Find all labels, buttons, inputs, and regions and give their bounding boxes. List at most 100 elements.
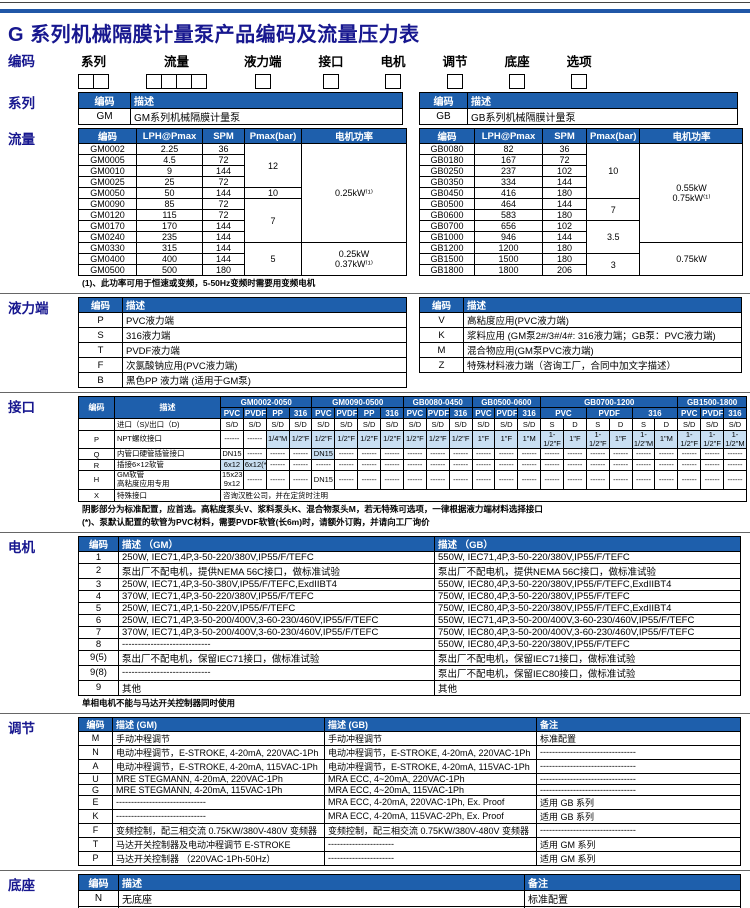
table-cell: 180 [202, 264, 245, 276]
power-cell: 0.25kW 0.37kW⁽¹⁾ [301, 242, 407, 276]
value-cell: ------ [677, 459, 702, 472]
pmax-cell: 12 [244, 143, 302, 188]
header-cell: 描述 （GM） [118, 535, 435, 552]
value-cell: ------ [494, 448, 519, 461]
table-cell: 102 [542, 165, 587, 177]
value-cell: 1/2"F [357, 429, 382, 450]
table-row: GM0240 235 144 [78, 231, 407, 243]
table-head: 编码 描述 [419, 92, 738, 109]
table-cell: GB0080 [419, 143, 475, 155]
table-cell: PVDF液力端 [122, 342, 407, 358]
header-cell: 编码 [78, 297, 123, 313]
header-cell: 描述 （GB） [434, 535, 741, 552]
table-row: GM0400 400 144 [78, 253, 407, 265]
value-cell: ------ [631, 448, 656, 461]
table-row: T PVDF液力端 [78, 342, 407, 358]
table-cell: 50 [136, 187, 203, 199]
value-cell: 1/2"F [402, 429, 427, 450]
table-cell: 泵出厂不配电机，提供NEMA 56C接口，做标准试验 [434, 562, 741, 579]
table-cell: 72 [542, 154, 587, 166]
section-label-coding: 编码 [8, 54, 35, 69]
value-cell: 1-1/2"M [723, 429, 747, 450]
table-cell: 334 [474, 176, 543, 188]
material-header-cell: PVDF [242, 407, 267, 419]
table-cell: 适用 GM 系列 [536, 850, 741, 866]
value-cell: ------ [380, 448, 404, 461]
table-row: GM0120 115 72 [78, 209, 407, 221]
table-cell: B [78, 372, 123, 388]
header-cell: Pmax(bar) [585, 128, 641, 144]
pmax-cell: 10 [585, 143, 641, 199]
table-cell: ---------------------- [324, 850, 537, 866]
table-row: 9 其他 其他 [78, 679, 741, 696]
code-box [447, 74, 464, 89]
table-head: 编码 描述 备注 [78, 873, 741, 891]
table-cell: 72 [202, 154, 245, 166]
table-cell: K [419, 327, 464, 343]
desc-cell: 特殊接口 [114, 488, 221, 502]
table-row: 编码 描述 [78, 297, 407, 313]
table-row: GM0025 25 72 [78, 176, 407, 188]
hydraulic-table-left: 编码 描述 P PVC液力端 S 316液力端 T PVDF液力端 F 次氯酸钠应用(PVC液力端… [78, 297, 410, 388]
value-cell: ------ [425, 459, 450, 472]
table-body: V 高粘度应用(PVC液力端) K 浆料应用 (GM泵2#/3#/4#: 316液力端… [419, 312, 742, 373]
value-cell: 1-1/2"F [677, 429, 702, 450]
table-row: F 变频控制，配三相交流 0.75KW/380V-480V 变频器 变频控制，配三相… [78, 822, 741, 838]
table-cell: 其他 [118, 679, 435, 696]
coding-boxes [509, 74, 526, 89]
material-header-cell: PVDF [425, 407, 450, 419]
header-cell: 编码 [419, 128, 475, 144]
value-cell: 6x12(*) [242, 459, 267, 472]
value-cell: ------ [265, 448, 290, 461]
code-cell: H [78, 470, 115, 490]
table-row: N 无底座 标准配置 [78, 889, 741, 907]
code-cell: Q [78, 448, 115, 461]
special-value-cell: 咨询汉胜公司，并在定货时注明 [220, 488, 747, 502]
value-cell: ------ [265, 470, 290, 490]
table-cell: G [78, 783, 113, 796]
table-body: N无底座标准配置Y有底座⁽²⁾-------------------------… [78, 889, 741, 908]
table-cell: 无底座 [118, 889, 525, 907]
table-cell: 标准配置 [536, 730, 741, 746]
table-cell: 464 [474, 198, 543, 210]
table-cell: 144 [202, 187, 245, 199]
value-cell: 1/2"F [425, 429, 450, 450]
interface-note-1: 阴影部分为标准配置，应首选。高粘度泵头V、浆料泵头K、混合物泵头M，若无特殊可选… [82, 503, 543, 514]
sd-cell: D [562, 418, 587, 431]
coding-boxes [447, 74, 464, 89]
coding-group-label: 底座 [504, 55, 530, 69]
material-header-cell: PVC [220, 407, 244, 419]
section-label-interface: 接口 [8, 400, 35, 415]
section-interface: 接口 编码 描述 GM0002-0050 GM0090-0500 GB0080-0450… [0, 396, 750, 528]
table-cell: 167 [474, 154, 543, 166]
pmax-cell: 3 [585, 253, 641, 276]
table-cell: GM0500 [78, 264, 137, 276]
group-header-cell: GB0080-0450 [402, 396, 473, 408]
sd-cell: S/D [677, 418, 702, 431]
value-cell: 1"F [471, 429, 496, 450]
material-header-cell: 316 [517, 407, 542, 419]
hydraulic-table-right: 编码 描述 V 高粘度应用(PVC液力端) K 浆料应用 (GM泵2#/3#/4#: 31… [419, 297, 745, 388]
flow-table-gb: 编码 LPH@Pmax SPM Pmax(bar) 电机功率 GB0080 82 36 10 0.… [419, 128, 745, 289]
table-row: S 316液力端 [78, 327, 407, 343]
header-cell: 描述 [467, 92, 738, 109]
table-cell: 656 [474, 220, 543, 232]
value-cell: ------ [677, 470, 702, 490]
value-cell: ------ [448, 448, 473, 461]
table-cell: 标准配置 [524, 889, 741, 907]
table-cell: 4.5 [136, 154, 203, 166]
table-cell: N [78, 889, 119, 907]
motor-note: 单相电机不能与马达开关控制器同时使用 [82, 697, 236, 708]
value-cell: ------ [700, 470, 725, 490]
table-cell: GM0240 [78, 231, 137, 243]
sd-cell: S/D [448, 418, 473, 431]
header-cell: 编码 [78, 873, 119, 891]
material-header-cell: PVC [540, 407, 587, 419]
table-cell: 315 [136, 242, 203, 254]
value-cell: ------ [540, 448, 564, 461]
table-cell: N [78, 744, 113, 760]
table-row: GB1800 1800 206 [419, 264, 743, 276]
table-cell: 250W, IEC71,4P,1-50-220V,IP55/F/TEFC [118, 601, 435, 615]
data-table: 编码 描述 GM GM系列机械隔膜计量泵 [78, 92, 403, 125]
value-cell: 1/4"M [265, 429, 290, 450]
